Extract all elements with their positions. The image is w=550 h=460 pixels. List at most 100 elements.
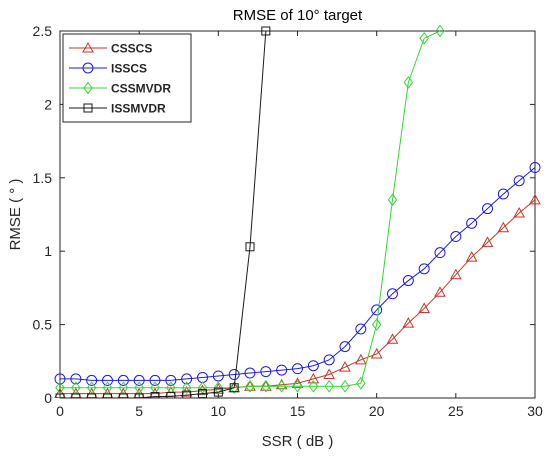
data-point-csscs xyxy=(149,387,161,398)
legend-marker-cssmvdr xyxy=(83,81,93,95)
data-point-csscs xyxy=(434,286,446,297)
data-point-issmvdr xyxy=(261,26,271,36)
data-point-csscs xyxy=(307,372,320,384)
x-axis-label: SSR ( dB ) xyxy=(262,433,334,450)
data-point-isscs xyxy=(529,162,541,174)
data-point-issmvdr xyxy=(245,242,255,252)
data-point-cssmvdr xyxy=(261,379,271,393)
data-point-cssmvdr xyxy=(387,193,398,207)
x-tick-label: 5 xyxy=(135,403,143,419)
data-point-isscs xyxy=(323,354,335,366)
data-point-isscs xyxy=(513,175,525,187)
data-point-isscs xyxy=(228,369,240,381)
legend-label-cssmvdr: CSSMVDR xyxy=(111,82,171,96)
data-point-csscs xyxy=(180,386,193,397)
data-point-issmvdr xyxy=(55,393,65,398)
data-point-isscs xyxy=(371,304,383,316)
series-line-isscs xyxy=(60,167,536,381)
data-point-cssmvdr xyxy=(324,379,334,393)
x-tick-label: 10 xyxy=(211,403,227,419)
legend-marker-issmvdr xyxy=(83,103,93,113)
data-point-isscs xyxy=(260,366,272,378)
data-point-isscs xyxy=(102,374,113,386)
data-point-isscs xyxy=(355,323,367,335)
data-point-csscs xyxy=(449,268,462,280)
data-point-csscs xyxy=(465,251,478,262)
data-point-isscs xyxy=(307,360,319,372)
data-point-isscs xyxy=(276,364,288,376)
data-point-isscs xyxy=(54,373,66,385)
y-axis-label: RMSE ( ° ) xyxy=(7,179,24,251)
series-line-issmvdr xyxy=(60,30,267,398)
data-point-cssmvdr xyxy=(356,376,366,390)
data-point-isscs xyxy=(387,288,398,300)
data-point-cssmvdr xyxy=(276,379,287,393)
data-point-issmvdr xyxy=(198,389,207,398)
legend-label-isscs: ISSCS xyxy=(111,62,147,76)
data-point-issmvdr xyxy=(118,393,128,398)
data-point-isscs xyxy=(212,370,224,382)
data-point-cssmvdr xyxy=(71,381,81,395)
chart-title: RMSE of 10° target xyxy=(233,7,363,24)
data-point-issmvdr xyxy=(166,392,176,398)
data-point-cssmvdr xyxy=(86,381,97,395)
data-point-cssmvdr xyxy=(229,381,239,395)
data-point-csscs xyxy=(497,221,510,233)
data-point-issmvdr xyxy=(182,390,192,398)
x-tick-label: 25 xyxy=(448,403,464,419)
data-point-csscs xyxy=(323,368,336,380)
y-tick-label: 0.5 xyxy=(33,317,53,333)
x-tick-label: 15 xyxy=(290,403,306,419)
legend-marker-csscs xyxy=(82,41,94,53)
y-tick-label: 1.5 xyxy=(33,170,53,186)
legend-marker-isscs xyxy=(82,62,94,74)
series-line-cssmvdr xyxy=(60,30,441,389)
data-point-isscs xyxy=(402,275,414,287)
data-point-isscs xyxy=(181,373,193,385)
y-tick-label: 1 xyxy=(44,243,52,259)
data-point-csscs xyxy=(402,317,415,328)
data-point-cssmvdr xyxy=(102,381,113,395)
data-point-isscs xyxy=(418,263,430,275)
data-point-isscs xyxy=(244,367,256,379)
data-point-csscs xyxy=(513,207,526,218)
y-tick-label: 2 xyxy=(44,96,52,112)
data-point-cssmvdr xyxy=(245,379,255,393)
data-point-isscs xyxy=(497,188,509,200)
data-point-issmvdr xyxy=(71,393,81,398)
x-tick-label: 20 xyxy=(369,403,385,419)
data-point-csscs xyxy=(370,347,383,359)
data-point-issmvdr xyxy=(229,383,239,393)
data-point-csscs xyxy=(291,377,304,388)
data-point-issmvdr xyxy=(213,387,223,397)
data-point-isscs xyxy=(339,341,351,353)
data-point-cssmvdr xyxy=(340,379,350,393)
data-point-issmvdr xyxy=(134,393,144,398)
data-point-cssmvdr xyxy=(150,381,160,395)
legend-label-issmvdr: ISSMVDR xyxy=(111,102,166,116)
x-tick-label: 0 xyxy=(56,403,64,419)
data-point-issmvdr xyxy=(103,393,112,398)
data-point-isscs xyxy=(434,247,446,259)
y-tick-label: 0 xyxy=(44,390,52,406)
y-tick-label: 2.5 xyxy=(33,23,53,39)
data-point-cssmvdr xyxy=(371,318,382,331)
data-point-csscs xyxy=(386,333,399,344)
data-point-isscs xyxy=(70,373,82,385)
data-point-cssmvdr xyxy=(55,381,65,395)
data-point-cssmvdr xyxy=(419,32,429,45)
data-point-issmvdr xyxy=(87,393,97,398)
series-group xyxy=(54,24,541,398)
data-point-isscs xyxy=(133,374,145,386)
x-tick-label: 30 xyxy=(527,403,543,419)
data-point-cssmvdr xyxy=(166,381,176,395)
legend: CSSCS ISSCS CSSMVDR ISSMVDR xyxy=(62,33,192,123)
data-point-isscs xyxy=(86,374,98,386)
data-point-cssmvdr xyxy=(403,76,414,89)
data-point-csscs xyxy=(354,353,367,365)
data-point-csscs xyxy=(529,193,541,205)
data-point-csscs xyxy=(481,236,494,247)
data-point-cssmvdr xyxy=(181,381,192,395)
data-point-isscs xyxy=(165,374,177,386)
